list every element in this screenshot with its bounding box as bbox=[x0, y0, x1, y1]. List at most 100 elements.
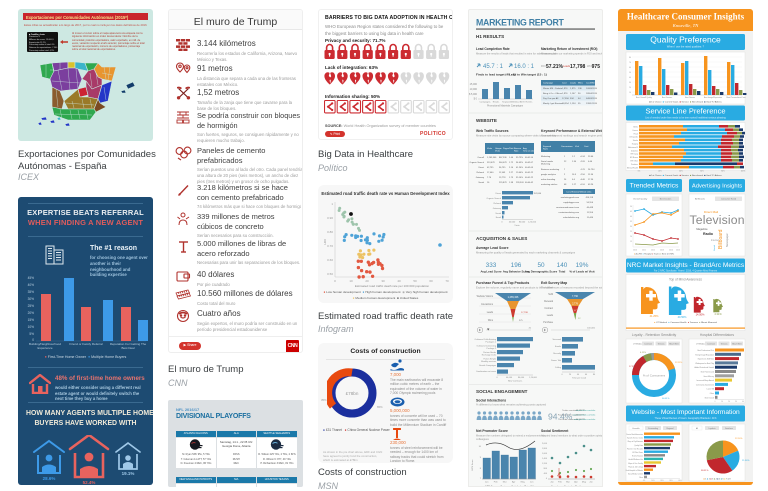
svg-text:2010: 2010 bbox=[633, 250, 637, 252]
svg-text:46,448: 46,448 bbox=[587, 207, 594, 209]
svg-text:19%: 19% bbox=[576, 262, 589, 269]
svg-text:WEBSITE: WEBSITE bbox=[476, 118, 497, 123]
svg-text:1,265,346: 1,265,346 bbox=[487, 157, 497, 159]
svg-text:Blount Mem: Blount Mem bbox=[669, 342, 679, 345]
svg-text:80: 80 bbox=[593, 374, 596, 376]
svg-text:Advertising Insights: Advertising Insights bbox=[692, 184, 742, 190]
svg-text:Cost/Win: Cost/Win bbox=[586, 82, 596, 85]
svg-text:1.72: 1.72 bbox=[509, 162, 514, 164]
svg-text:Campaign: Campaign bbox=[543, 83, 554, 85]
svg-text:Strong Image/Reputation: Strong Image/Reputation bbox=[695, 353, 714, 356]
svg-text:Hospital Differentiators: Hospital Differentiators bbox=[700, 333, 735, 337]
svg-text:Events/Classes: Events/Classes bbox=[632, 455, 643, 458]
svg-text:0.60: 0.60 bbox=[327, 258, 333, 262]
svg-text:22.11%: 22.11% bbox=[675, 362, 682, 364]
svg-text:56,556: 56,556 bbox=[587, 202, 594, 204]
svg-text:19.46%: 19.46% bbox=[516, 172, 523, 174]
svg-text:Great Efficacy: Great Efficacy bbox=[703, 375, 714, 378]
svg-text:Partner Bonds: Partner Bonds bbox=[483, 351, 496, 354]
svg-text:0%: 0% bbox=[643, 480, 646, 482]
svg-text:Other: Other bbox=[639, 476, 643, 479]
svg-text:Other: Other bbox=[710, 392, 715, 395]
svg-text:marketing articles: marketing articles bbox=[541, 183, 557, 186]
svg-text:Magazine: Magazine bbox=[696, 227, 708, 231]
svg-text:Apr: Apr bbox=[574, 481, 578, 484]
svg-text:Service Line Preference: Service Line Preference bbox=[645, 107, 725, 116]
svg-text:% different to know what remai: % different to know what remains achievi… bbox=[476, 403, 547, 407]
svg-text:5%: 5% bbox=[29, 332, 34, 336]
svg-text:■ 1st Choice ■ Current Goals: ■ 1st Choice ■ Current Goals ■ Service ■… bbox=[649, 101, 722, 104]
svg-text:These Virtual Review of Users:: These Virtual Review of Users: Geography… bbox=[654, 417, 717, 420]
svg-text:For 2 NRC Syndicate: Years / 2: For 2 NRC Syndicate: Years / 2016, 4 Qua… bbox=[654, 270, 718, 273]
svg-text:0: 0 bbox=[715, 401, 716, 403]
svg-text:Best Overall: Best Overall bbox=[705, 396, 715, 399]
svg-text:Leads: Leads bbox=[547, 315, 554, 317]
svg-text:Maps of Your Facility: Maps of Your Facility bbox=[628, 462, 643, 465]
svg-text:7,790: 7,790 bbox=[572, 295, 579, 298]
svg-text:When I use the rated qualities: When I use the rated qualities: ? bbox=[667, 45, 705, 49]
svg-text:28.6%: 28.6% bbox=[43, 476, 56, 481]
svg-text:00:02:07: 00:02:07 bbox=[525, 162, 534, 164]
svg-text:Social Media Content: Social Media Content bbox=[628, 473, 644, 476]
svg-text:Social Interactions: Social Interactions bbox=[476, 399, 506, 403]
svg-text:Direct: Direct bbox=[479, 166, 485, 169]
svg-text:Emails Campaigns: Emails Campaigns bbox=[479, 365, 496, 367]
svg-text:9: 9 bbox=[480, 457, 482, 459]
svg-text:Referral: Referral bbox=[477, 171, 485, 174]
svg-text:00:01:50: 00:01:50 bbox=[525, 157, 534, 159]
svg-text:2015: 2015 bbox=[676, 250, 680, 252]
svg-text:17,556: 17,556 bbox=[562, 98, 569, 100]
svg-text:24.734: 24.734 bbox=[588, 169, 595, 171]
svg-text:94.4%: 94.4% bbox=[548, 412, 573, 422]
svg-text:00:01:22: 00:01:22 bbox=[525, 172, 534, 174]
svg-text:Quality Preference: Quality Preference bbox=[650, 35, 721, 45]
svg-text:Packages 1: Packages 1 bbox=[486, 341, 497, 343]
svg-text:Time on site: Time on site bbox=[523, 150, 535, 153]
svg-text:20%: 20% bbox=[28, 311, 35, 315]
svg-text:Overall: Overall bbox=[477, 156, 484, 159]
svg-text:Physical Job Listings: Physical Job Listings bbox=[628, 465, 643, 468]
svg-text:Measures how our marketing spe: Measures how our marketing spends in ROI… bbox=[541, 52, 602, 56]
svg-text:All Brands: All Brands bbox=[695, 198, 706, 201]
svg-text:30: 30 bbox=[629, 82, 631, 84]
svg-text:Covenant: Covenant bbox=[707, 342, 715, 345]
svg-text:0.66: 0.66 bbox=[588, 161, 593, 163]
svg-text:Alzheimer/D: Alzheimer/D bbox=[628, 146, 638, 149]
svg-text:Find Hospital to Website: Find Hospital to Website bbox=[626, 469, 643, 472]
svg-text:Direct: Direct bbox=[496, 192, 502, 195]
svg-text:10: 10 bbox=[479, 446, 482, 448]
svg-text:$ 10,000: $ 10,000 bbox=[469, 88, 478, 91]
svg-text:Contract: Contract bbox=[544, 307, 553, 310]
svg-text:Outbound Calls-Existing: Outbound Calls-Existing bbox=[475, 338, 496, 341]
svg-text:Most Personalized Care: Most Personalized Care bbox=[726, 96, 745, 99]
svg-text:$ 15,000: $ 15,000 bbox=[469, 83, 478, 86]
svg-text:Campaigns: Campaigns bbox=[479, 102, 491, 104]
svg-text:Exchange techs: Exchange techs bbox=[482, 353, 496, 356]
svg-text:YouTube comments: YouTube comments bbox=[559, 418, 579, 421]
svg-text:Purchase: Purchase bbox=[543, 321, 553, 324]
svg-text:Visits: Visits bbox=[487, 147, 492, 150]
svg-text:Leads: Leads bbox=[563, 64, 571, 68]
svg-text:Lead to Win target (15 : 1): Lead to Win target (15 : 1) bbox=[509, 73, 547, 77]
svg-text:Visits: Visits bbox=[514, 224, 520, 227]
svg-text:80%: 80% bbox=[721, 171, 725, 173]
svg-text:50: 50 bbox=[630, 206, 632, 208]
svg-text:Keyword Performance & External: Keyword Performance & External Website L… bbox=[541, 129, 602, 133]
svg-text:20: 20 bbox=[630, 236, 632, 238]
svg-text:0: 0 bbox=[546, 478, 548, 480]
svg-text:1,20,000: 1,20,000 bbox=[529, 377, 538, 379]
svg-text:Cost: Cost bbox=[584, 145, 589, 148]
svg-text:May: May bbox=[521, 482, 526, 484]
svg-text:333: 333 bbox=[486, 262, 497, 269]
svg-text:Gateway: Gateway bbox=[476, 176, 485, 179]
svg-text:Leads: Leads bbox=[487, 312, 494, 314]
svg-text:100,000: 100,000 bbox=[587, 328, 596, 330]
svg-text:2.16: 2.16 bbox=[509, 167, 514, 169]
svg-text:2,000: 2,000 bbox=[542, 443, 548, 445]
svg-text:Organic Search: Organic Search bbox=[470, 161, 485, 164]
svg-text:SLM: SLM bbox=[548, 294, 553, 296]
svg-text:4.31%: 4.31% bbox=[714, 312, 722, 316]
svg-text:18/04/2015: 18/04/2015 bbox=[586, 93, 598, 95]
svg-text:Voicemail: Voicemail bbox=[552, 339, 561, 341]
svg-text:2: 2 bbox=[564, 174, 566, 176]
